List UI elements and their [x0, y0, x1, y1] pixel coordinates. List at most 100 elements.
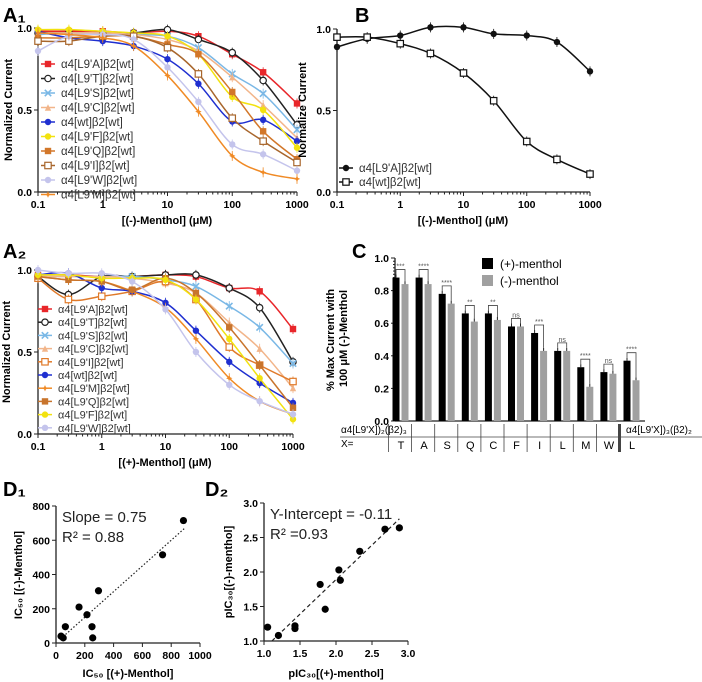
data-point: [98, 270, 105, 277]
legend-item: α4[L9'S]β2[wt]: [38, 330, 128, 342]
legend-item: α4[L9'C]β2[wt]: [41, 103, 135, 115]
data-point: [34, 266, 42, 274]
y-tick-label: 0.0: [374, 416, 389, 428]
data-point: [293, 167, 301, 174]
data-point: [256, 375, 263, 382]
data-point: [291, 624, 299, 633]
chart-c: 0.0 0.2 0.4 0.6 0.8 1.0 % Max Current with 100…: [325, 253, 702, 452]
significance-label: ****: [441, 280, 452, 287]
legend-label: (+)-menthol: [500, 257, 562, 271]
data-point: [226, 335, 233, 343]
data-point: [363, 33, 371, 41]
legend-marker: [41, 385, 49, 392]
series: [333, 22, 594, 77]
x-tick-label: 1.5: [293, 648, 308, 660]
data-point: [316, 580, 324, 589]
data-point: [89, 634, 97, 642]
data-point: [226, 324, 233, 331]
data-point: [162, 306, 169, 313]
y-tick-label: 2.0: [243, 567, 258, 579]
data-point: [228, 48, 237, 57]
y-tick-label: 0.5: [316, 106, 331, 118]
series: [34, 265, 297, 420]
data-point: [192, 335, 200, 343]
panel-label: D₂: [205, 479, 228, 501]
data-point: [65, 31, 73, 38]
y-tick-label: 0.6: [374, 318, 389, 330]
bar: [586, 386, 594, 421]
data-point: [163, 43, 172, 52]
legend-label: α4[L9'M]β2[wt]: [61, 190, 136, 202]
data-point: [289, 411, 297, 418]
y-tick-label: 0.0: [17, 187, 32, 199]
data-point: [228, 114, 237, 123]
legend-item: α4[L9'W]β2[wt]: [41, 175, 137, 187]
data-point: [293, 137, 301, 145]
x-tick-label: 400: [105, 650, 123, 662]
annotation: Y-Intercept = -0.11: [270, 506, 392, 523]
legend-marker: [41, 398, 49, 405]
bar: [484, 313, 492, 421]
bar: [632, 380, 640, 421]
data-point: [293, 175, 301, 183]
legend-swatch: [482, 258, 493, 269]
chart-d2: 1.0 1.5 2.0 2.5 3.0 1.0 1.5 2.0 2.5 3.0 Y-Intercep…: [243, 498, 415, 660]
data-point: [289, 359, 297, 368]
significance-bracket: [464, 305, 475, 319]
data-point: [130, 36, 137, 43]
x-tick-label: 1000: [578, 199, 602, 211]
legend-marker: [41, 371, 49, 379]
data-point: [395, 524, 403, 532]
data-point: [162, 276, 169, 284]
data-point: [226, 358, 233, 366]
series-line: [336, 25, 591, 72]
legend-label: α4[L9'F]β2[wt]: [58, 410, 127, 422]
y-tick-label: 600: [32, 535, 50, 547]
category-label: Q: [466, 440, 475, 452]
legend-marker: [44, 133, 52, 140]
y-axis-label: pIC₃₀[(-)-menthol]: [223, 525, 235, 618]
legend-item: α4[L9'W]β2[wt]: [38, 423, 131, 435]
legend-item: α4[wt]β2[wt]: [339, 177, 421, 189]
bar: [609, 373, 617, 421]
data-point: [195, 108, 202, 115]
bar: [470, 321, 478, 421]
data-point: [192, 327, 200, 334]
legend-marker: [41, 345, 49, 352]
legend-marker: [44, 104, 52, 111]
data-point: [586, 68, 594, 75]
x-tick-label: 1000: [281, 441, 305, 453]
bar: [531, 332, 539, 421]
chart-b: 0.1 1 10 100 1000 0.0 0.5 1.0 α4[L9'A]β2[wt] α4[w…: [316, 22, 602, 211]
legend-marker: [44, 74, 52, 83]
data-point: [164, 72, 171, 79]
data-point: [489, 96, 498, 105]
legend-item: α4[L9'Q]β2[wt]: [41, 146, 135, 158]
chart-a2: 0.1 1 10 100 10000.00.51.0α4[L9'A]β2[wt]α4[L…: [17, 265, 305, 453]
x-tick-label: 1: [99, 441, 105, 453]
category-label: L: [560, 440, 566, 452]
data-point: [34, 47, 42, 55]
legend-item: α4[wt]β2[wt]: [38, 370, 117, 382]
data-point: [289, 325, 297, 333]
legend-item: α4[L9'I]β2[wt]: [41, 161, 130, 173]
data-point: [259, 116, 267, 124]
data-point: [61, 623, 69, 631]
series: [333, 32, 594, 180]
data-point: [293, 125, 301, 134]
category-label: F: [513, 440, 520, 452]
category-label: C: [489, 440, 497, 452]
chart-a1: 0.1 1 10 100 1000 0.0 0.5 1.0 α4[L9'A]β2[wt] α4[L…: [17, 23, 308, 211]
x-tick-label: 100: [220, 441, 238, 453]
data-point: [259, 106, 267, 114]
x-tick-label: 100: [223, 199, 241, 211]
significance-bracket: [626, 352, 637, 378]
data-point: [59, 634, 67, 642]
legend-label: α4[L9'C]β2[wt]: [61, 103, 135, 115]
data-point: [164, 33, 171, 40]
x-tick-label: 1.0: [257, 648, 272, 660]
data-point: [99, 34, 106, 42]
legend-item: α4[L9'I]β2[wt]: [38, 357, 124, 369]
row-label: α4[L9'X])₃(β2)₂: [626, 425, 692, 436]
